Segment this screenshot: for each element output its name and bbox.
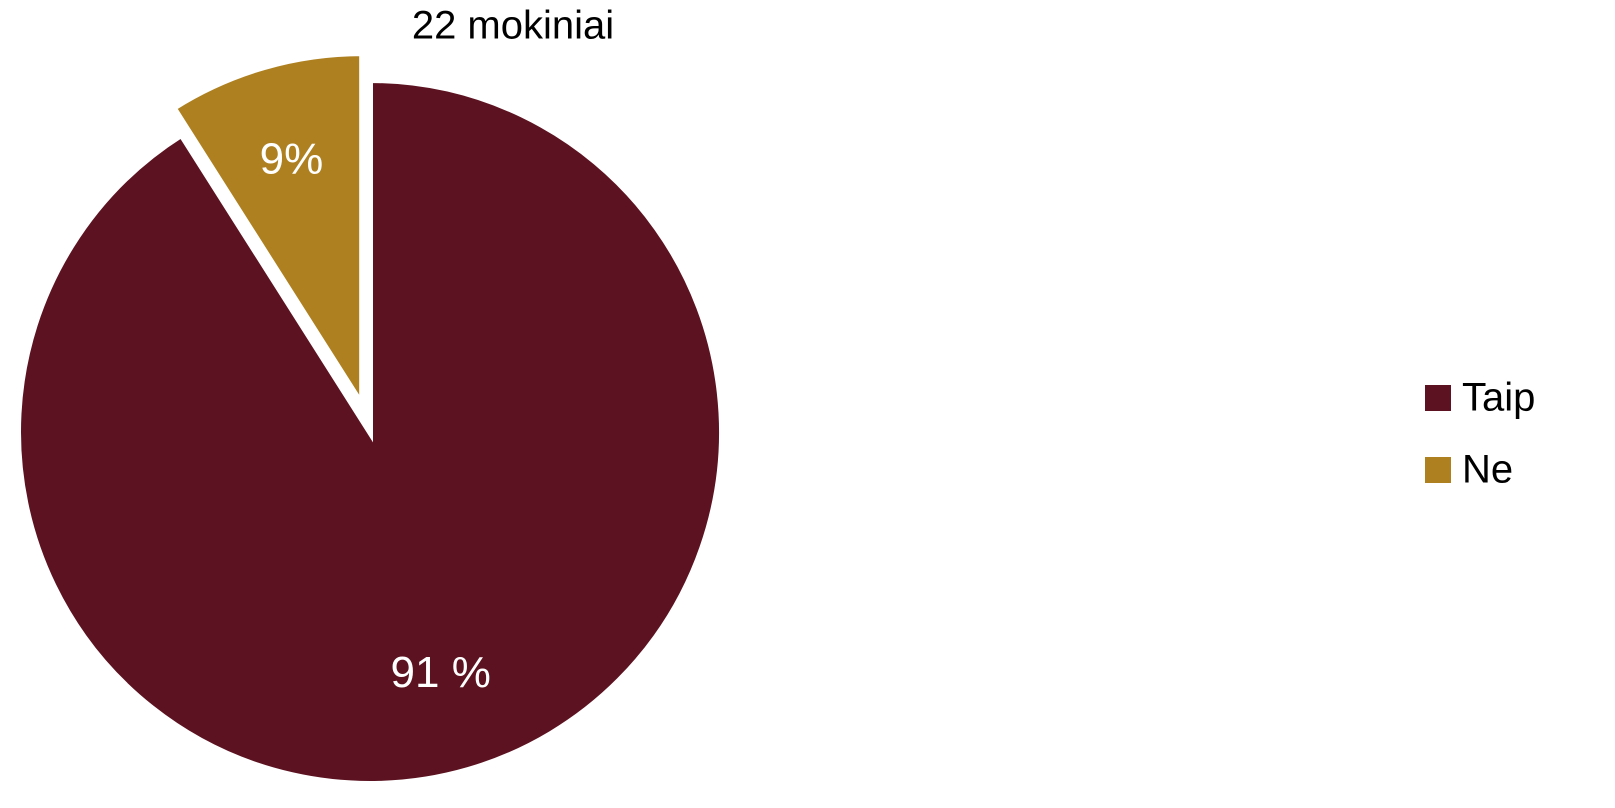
legend-swatch	[1425, 385, 1451, 411]
pie-slice	[169, 50, 366, 416]
legend-swatch	[1425, 457, 1451, 483]
legend-label: Ne	[1462, 448, 1513, 492]
legend-label: Taip	[1462, 376, 1535, 420]
chart-title: 22 mokiniai	[412, 4, 614, 48]
data-label: 9%	[260, 134, 324, 183]
pie-slice	[15, 76, 725, 787]
data-label: 91 %	[391, 648, 491, 697]
